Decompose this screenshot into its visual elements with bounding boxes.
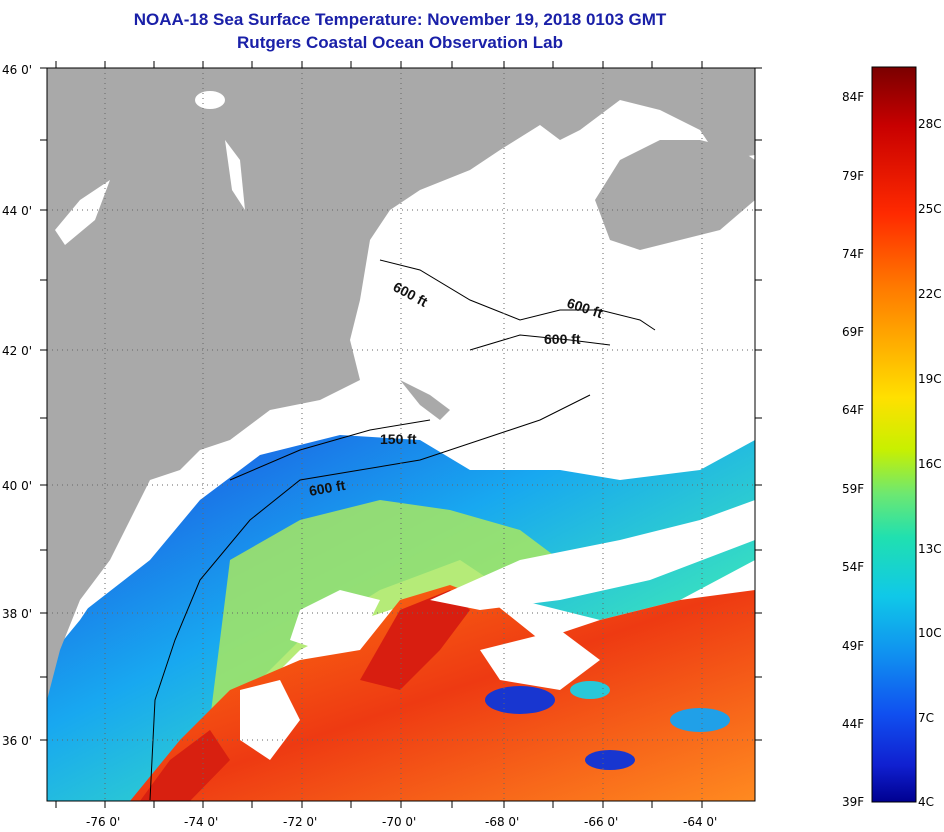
land-cape-cod [400,380,450,420]
lat-label: 38 0' [2,607,32,621]
lon-label: -76 0' [86,815,120,829]
fahrenheit-label: 64F [842,403,864,417]
cool-eddy [670,708,730,732]
cloud-patch [290,590,380,650]
land-mass [47,68,755,700]
celsius-label: 7C [918,711,934,725]
lon-label: -74 0' [184,815,218,829]
celsius-label: 4C [918,795,934,809]
celsius-label: 10C [918,626,942,640]
colorbar-gradient [871,66,917,803]
celsius-label: 22C [918,287,942,301]
depth-contour [379,259,656,331]
lat-label: 36 0' [2,734,32,748]
lat-label: 40 0' [2,479,32,493]
celsius-label: 19C [918,372,942,386]
lon-label: -72 0' [283,815,317,829]
cloud-patch [430,500,755,610]
sst-map: 46 0' 44 0' 42 0' 40 0' 38 0' 36 0' -76 … [2,61,762,829]
depth-contour [229,419,431,481]
lon-label: -66 0' [584,815,618,829]
fahrenheit-label: 59F [842,482,864,496]
warm-core-south [140,730,230,801]
fahrenheit-label: 74F [842,247,864,261]
celsius-label: 25C [918,202,942,216]
lake [225,140,245,210]
celsius-label: 16C [918,457,942,471]
lat-lon-grid [47,68,755,801]
cloud-patch [240,680,300,760]
mid-water [210,500,560,720]
lon-label: -68 0' [485,815,519,829]
warm-water [130,585,755,801]
map-title: NOAA-18 Sea Surface Temperature: Novembe… [133,10,667,29]
fahrenheit-label: 84F [842,90,864,104]
depth-contour [469,334,611,351]
contour-label: 600 ft [308,477,347,499]
fahrenheit-label: 79F [842,169,864,183]
contour-label: 150 ft [380,431,417,447]
celsius-label: 13C [918,542,942,556]
fahrenheit-label: 54F [842,560,864,574]
cool-eddy [570,681,610,699]
cool-eddy [485,686,555,714]
cloud-patch [480,630,600,690]
temperature-colorbar: 84F 79F 74F 69F 64F 59F 54F 49F 44F 39F … [842,66,942,809]
map-subtitle: Rutgers Coastal Ocean Observation Lab [237,33,563,52]
fahrenheit-label: 44F [842,717,864,731]
lon-label: -70 0' [382,815,416,829]
cool-eddy [585,750,635,770]
lake [195,91,225,109]
fahrenheit-label: 69F [842,325,864,339]
lon-label: -64 0' [683,815,717,829]
lat-label: 46 0' [2,63,32,77]
land-nova-scotia [595,140,755,250]
lake [55,180,110,245]
lat-label: 42 0' [2,344,32,358]
celsius-label: 28C [918,117,942,131]
fahrenheit-label: 39F [842,795,864,809]
lat-label: 44 0' [2,204,32,218]
fahrenheit-label: 49F [842,639,864,653]
axis-ticks [40,61,762,808]
contour-label: 600 ft [544,331,581,347]
warm-core [360,590,470,690]
depth-contour [149,394,591,801]
